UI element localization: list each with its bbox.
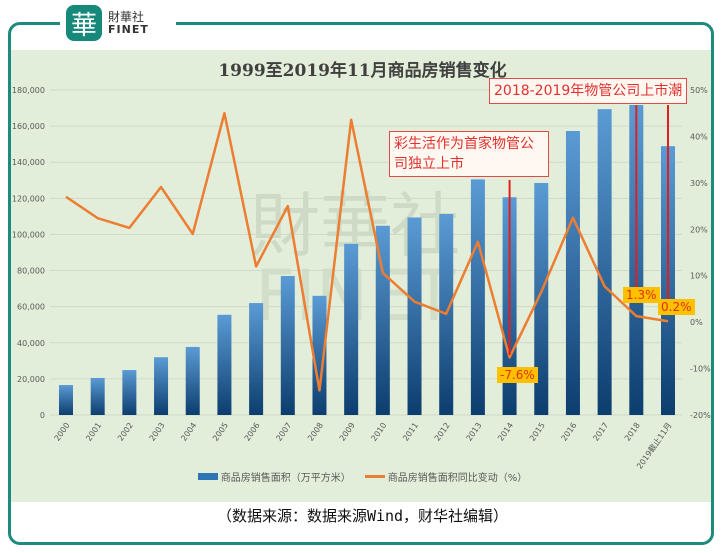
y-right-tick: 20% bbox=[690, 225, 708, 234]
x-tick: 2001 bbox=[84, 421, 103, 443]
source-note: （数据来源：数据来源Wind，财华社编辑） bbox=[216, 507, 509, 525]
logo-name-en: FINET bbox=[108, 22, 149, 36]
y-right-tick: 10% bbox=[690, 272, 708, 281]
legend: 商品房销售面积（万平方米） 商品房销售面积同比变动（%） bbox=[0, 469, 725, 484]
data-label-2014: -7.6% bbox=[497, 367, 538, 383]
y-right-tick: 40% bbox=[690, 132, 708, 141]
bar-2010 bbox=[375, 225, 390, 415]
bar-2009 bbox=[344, 243, 359, 415]
bar-2005 bbox=[217, 314, 232, 415]
y-left-tick: 100,000 bbox=[12, 230, 45, 239]
x-tick: 2010 bbox=[369, 421, 388, 443]
finet-logo: 華 財華社 FINET bbox=[60, 2, 176, 44]
y-left-tick: 20,000 bbox=[17, 375, 45, 384]
legend-item-line: 商品房销售面积同比变动（%） bbox=[364, 469, 527, 484]
y-left-tick: 60,000 bbox=[17, 303, 45, 312]
legend-item-bar: 商品房销售面积（万平方米） bbox=[197, 469, 351, 484]
bar-2003 bbox=[154, 357, 169, 415]
chart-title: 1999至2019年11月商品房销售变化 bbox=[218, 61, 507, 81]
bar-2004 bbox=[185, 346, 200, 415]
x-tick: 2009 bbox=[338, 421, 357, 443]
bar-2006 bbox=[249, 303, 264, 415]
bar-2008 bbox=[312, 295, 327, 415]
bar-2007 bbox=[280, 275, 295, 415]
bar-2017 bbox=[597, 109, 612, 415]
x-tick: 2007 bbox=[274, 421, 293, 443]
x-tick: 2018 bbox=[623, 421, 642, 443]
data-label-2018: 1.3% bbox=[623, 287, 660, 303]
bar-2002 bbox=[122, 370, 137, 415]
x-tick: 2017 bbox=[591, 421, 610, 443]
annotation-listing-wave: 2018-2019年物管公司上市潮 bbox=[489, 78, 688, 104]
data-label-2019: 0.2% bbox=[658, 299, 695, 315]
y-left-tick: 80,000 bbox=[17, 267, 45, 276]
x-tick: 2003 bbox=[148, 421, 167, 443]
chart-frame bbox=[8, 22, 714, 545]
bar-2000 bbox=[59, 385, 73, 415]
bar-2015 bbox=[534, 182, 549, 415]
logo-name-cn: 財華社 bbox=[108, 9, 145, 24]
y-left-tick: 180,000 bbox=[12, 86, 45, 95]
x-tick: 2011 bbox=[401, 421, 420, 443]
annotation-colourlife: 彩生活作为首家物管公司独立上市 bbox=[389, 131, 549, 177]
y-right-tick: 0% bbox=[690, 318, 703, 327]
x-tick: 2002 bbox=[116, 421, 135, 443]
y-right-tick: 30% bbox=[690, 179, 708, 188]
bar-2013 bbox=[470, 179, 485, 415]
y-left-tick: 160,000 bbox=[12, 122, 45, 131]
chart-background bbox=[11, 50, 711, 502]
logo-mark: 華 bbox=[66, 5, 102, 41]
line-yoy-change bbox=[65, 111, 669, 392]
y-right-tick: -10% bbox=[690, 365, 711, 374]
x-tick: 2015 bbox=[528, 421, 547, 443]
y-left-tick: 140,000 bbox=[12, 158, 45, 167]
y-left-tick: 120,000 bbox=[12, 194, 45, 203]
y-left-tick: 0 bbox=[40, 411, 45, 420]
bar-2011 bbox=[407, 217, 422, 415]
x-tick: 2004 bbox=[179, 421, 198, 443]
x-tick: 2012 bbox=[433, 421, 452, 443]
x-tick: 2006 bbox=[243, 421, 262, 443]
x-tick: 2000 bbox=[53, 421, 72, 443]
x-tick: 2005 bbox=[211, 421, 230, 443]
x-tick: 2008 bbox=[306, 421, 325, 443]
x-tick: 2014 bbox=[496, 421, 515, 443]
y-left-tick: 40,000 bbox=[17, 339, 45, 348]
x-tick: 2013 bbox=[464, 421, 483, 443]
x-tick: 2016 bbox=[560, 421, 579, 443]
y-right-tick: -20% bbox=[690, 411, 711, 420]
bar-2001 bbox=[90, 377, 105, 415]
y-right-tick: 50% bbox=[690, 86, 708, 95]
bar-2016 bbox=[565, 130, 580, 415]
